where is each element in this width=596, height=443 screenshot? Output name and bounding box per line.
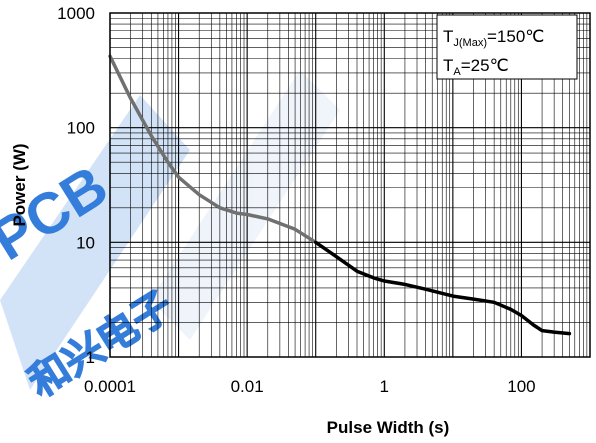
y-tick-label: 10	[76, 233, 95, 252]
x-axis-title: Pulse Width (s)	[327, 418, 450, 437]
y-tick-label: 1	[86, 348, 95, 367]
ambient-temp-label: TA=25℃	[443, 56, 509, 78]
y-axis-title: Power (W)	[10, 143, 29, 226]
y-tick-label: 100	[67, 119, 95, 138]
curve-segment-black	[313, 240, 572, 336]
watermark-stripe	[150, 70, 340, 340]
x-tick-labels: 0.0001 0.01 1 100	[84, 377, 536, 396]
x-tick-label: 0.01	[231, 377, 264, 396]
conditions-annotation-box: TJ(Max)=150℃ TA=25℃	[436, 14, 578, 80]
plot-frame	[109, 12, 591, 358]
y-tick-labels: 1 10 100 1000	[57, 4, 95, 367]
curve-segment-gray	[108, 54, 318, 245]
junction-temp-label: TJ(Max)=150℃	[443, 27, 544, 49]
data-curve	[108, 54, 572, 336]
y-tick-label: 1000	[57, 4, 95, 23]
x-tick-label: 100	[507, 377, 535, 396]
x-tick-label: 1	[380, 377, 389, 396]
x-tick-label: 0.0001	[84, 377, 136, 396]
annotation-box-bg	[436, 14, 578, 80]
